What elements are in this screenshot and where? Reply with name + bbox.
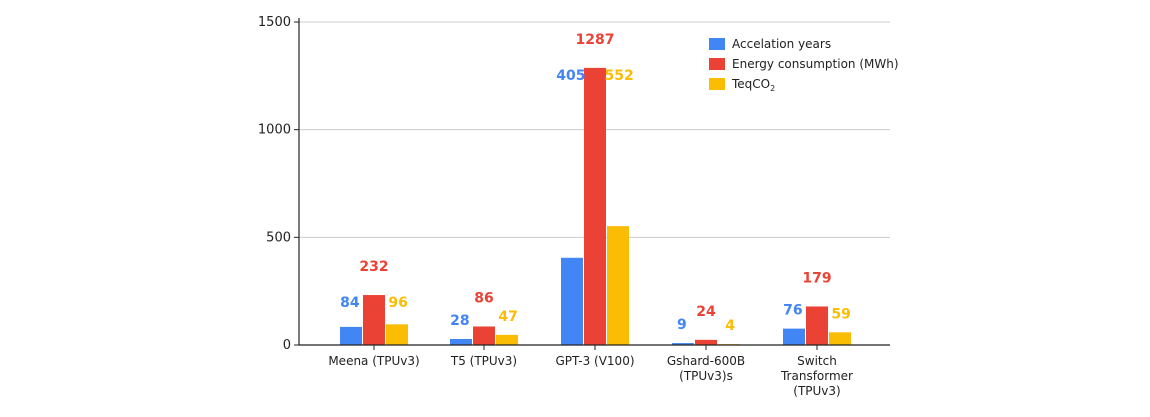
y-tick-label: 1000 [258,123,291,138]
legend-label: Accelation years [732,37,831,51]
bar [450,338,472,345]
bar [607,226,629,345]
data-label: 86 [474,290,493,306]
y-tick-label: 500 [266,230,291,245]
legend-swatch [709,58,725,70]
bars [340,67,851,346]
data-label: 1287 [576,32,615,48]
bar [829,332,851,345]
legend: Accelation years Energy consumption (MWh)… [709,37,899,93]
data-label: 232 [359,259,388,275]
data-label: 179 [802,270,831,286]
legend-label: Energy consumption (MWh) [732,57,899,71]
legend-label-text: Accelation years [732,37,831,51]
legend-label: TeqCO2 [731,77,775,93]
data-label: 9 [677,317,687,333]
bar [561,257,583,345]
x-tick-label: Transformer [780,369,853,383]
bar [340,326,362,345]
bar [806,306,828,345]
bar [672,343,694,345]
legend-swatch [709,78,725,90]
x-tick-label: T5 (TPUv3) [450,354,517,368]
data-label: 47 [498,309,517,325]
data-label: 405 [556,68,585,84]
bar [496,334,518,345]
data-label: 28 [450,313,469,329]
value-labels: 84 232 96 28 86 47 405 1287 552 9 24 4 76 179 59 [340,32,851,334]
x-tick-label: Switch [797,354,837,368]
data-label: 76 [783,303,802,319]
data-label: 24 [696,304,716,320]
bar [363,295,385,345]
bar [386,324,408,345]
legend-label-subscript: 2 [770,84,775,93]
data-label: 84 [340,295,360,311]
legend-label-text: Energy consumption (MWh) [732,57,899,71]
data-label: 59 [831,306,850,322]
x-tick-label: (TPUv3)s [679,369,733,383]
bar [783,328,805,345]
x-tick-label: (TPUv3) [793,384,840,398]
y-tick-label: 1500 [258,15,291,30]
y-axis: 0 500 1000 1500 [258,15,300,353]
legend-label-text: TeqCO [731,77,770,91]
data-label: 4 [725,318,735,334]
bar [584,67,606,345]
x-tick-label: Meena (TPUv3) [328,354,419,368]
bar [695,339,717,345]
legend-swatch [709,38,725,50]
data-label: 96 [388,295,407,311]
y-tick-label: 0 [283,338,291,353]
data-label: 552 [605,68,634,84]
x-axis: Meena (TPUv3) T5 (TPUv3) GPT-3 (V100) Gshar… [299,344,890,398]
x-tick-label: GPT-3 (V100) [555,354,634,368]
x-tick-label: Gshard-600B [667,354,745,368]
bar [473,326,495,345]
